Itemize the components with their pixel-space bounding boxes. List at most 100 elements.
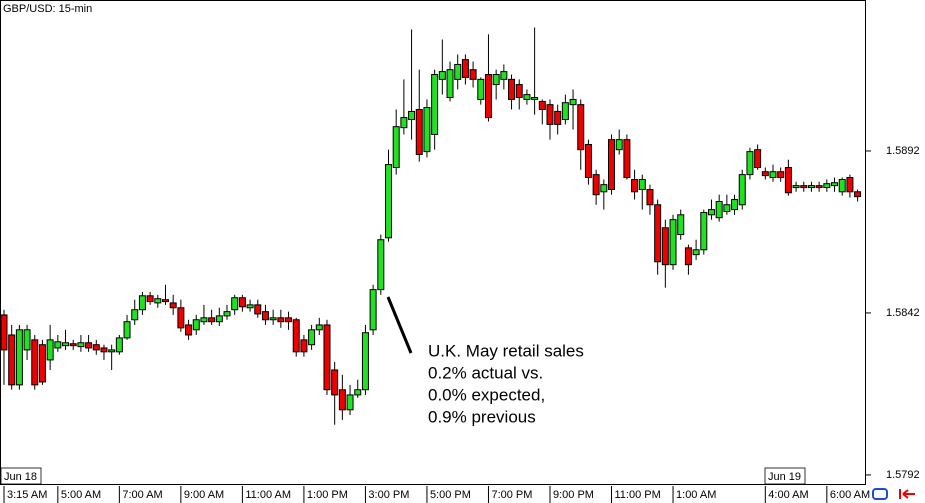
candle-body <box>715 201 723 219</box>
candle-body <box>85 342 93 349</box>
candle-body <box>285 317 293 323</box>
candle-body <box>246 304 254 309</box>
candle-body <box>154 298 162 304</box>
candle-body <box>746 151 754 176</box>
x-tick-label: 3:15 AM <box>7 489 47 501</box>
nav-icons <box>872 488 915 500</box>
candle-body <box>646 189 654 206</box>
candle-body <box>561 102 569 121</box>
candle-body <box>769 171 777 179</box>
candle-body <box>300 339 308 353</box>
candle-body <box>838 178 846 193</box>
candle-body <box>431 74 439 135</box>
candle-body <box>23 329 31 351</box>
candle-body <box>454 63 462 80</box>
x-tick-label: 9:00 AM <box>184 489 224 501</box>
candle-body <box>261 311 269 321</box>
candle-body <box>62 342 70 347</box>
candle-body <box>15 329 23 386</box>
candle-body <box>100 347 108 353</box>
candle-body <box>554 110 562 125</box>
date-label-box <box>764 467 806 485</box>
x-tick-label: 1:00 PM <box>307 489 348 501</box>
candle-body <box>638 178 646 191</box>
candle-body <box>731 199 739 211</box>
candle-body <box>569 98 577 106</box>
candle-body <box>231 297 239 311</box>
x-tick-label: 4:00 AM <box>768 489 808 501</box>
candle-body <box>146 295 154 303</box>
candle-body <box>777 171 785 179</box>
annotation-line: 0.9% previous <box>428 407 536 426</box>
x-tick-label: 5:00 PM <box>430 489 471 501</box>
candle-body <box>415 108 423 156</box>
candle-body <box>500 71 508 80</box>
candle-body <box>761 171 769 177</box>
candle-body <box>508 78 516 100</box>
candle-body <box>484 74 492 119</box>
candle-body <box>354 389 362 396</box>
candle-body <box>361 332 369 391</box>
candle-body <box>115 337 123 353</box>
candle-body <box>254 304 262 315</box>
candle-body <box>277 317 285 323</box>
candle-body <box>684 247 692 266</box>
candle-body <box>792 185 800 189</box>
candle-body <box>400 117 408 129</box>
candle-body <box>515 84 523 99</box>
candle-body <box>538 100 546 110</box>
candle-body <box>108 349 116 353</box>
candle-body <box>577 104 585 151</box>
candle-body <box>723 204 731 213</box>
candle-body <box>238 297 246 308</box>
candle-body <box>738 174 746 206</box>
x-tick-label: 6:00 AM <box>830 489 870 501</box>
candle-body <box>592 174 600 196</box>
candle-body <box>138 295 146 311</box>
x-tick-label: 11:00 PM <box>615 489 661 501</box>
candle-body <box>669 219 677 266</box>
candle-body <box>477 78 485 100</box>
candle-body <box>54 341 62 349</box>
candles <box>0 27 862 425</box>
candle-body <box>469 69 477 80</box>
candle-body <box>177 307 185 329</box>
candle-body <box>854 191 862 198</box>
candle-body <box>308 329 316 346</box>
candle-body <box>200 317 208 323</box>
candle-body <box>531 97 539 100</box>
candle-body <box>215 315 223 323</box>
candle-body <box>615 139 623 151</box>
candle-body <box>369 289 377 331</box>
candle-body <box>831 182 839 187</box>
candle-body <box>392 126 400 168</box>
y-tick-label: 1.5892 <box>886 145 920 157</box>
annotation-line: 0.2% actual vs. <box>428 363 543 382</box>
candle-body <box>92 344 100 351</box>
x-tick-label: 9:00 PM <box>553 489 594 501</box>
candle-body <box>185 324 193 336</box>
annotation-line: 0.0% expected, <box>428 385 545 404</box>
candle-body <box>69 343 77 347</box>
candle-body <box>800 185 808 189</box>
candle-body <box>169 302 177 309</box>
icon-scroll-end[interactable] <box>899 489 915 499</box>
candle-body <box>584 143 592 179</box>
x-tick-label: 7:00 AM <box>122 489 162 501</box>
candle-body <box>323 324 331 391</box>
candle-body <box>700 212 708 251</box>
candle-body <box>77 342 85 348</box>
candle-body <box>807 185 815 189</box>
annotation-pointer <box>386 296 413 354</box>
candle-body <box>623 139 631 179</box>
candle-body <box>438 71 446 80</box>
candle-body <box>846 177 854 193</box>
icon-link[interactable] <box>872 488 888 500</box>
x-tick-label: 1:00 AM <box>676 489 716 501</box>
chart-title: GBP/USD: 15-min <box>3 3 92 15</box>
title-box <box>1 1 99 17</box>
candle-body <box>707 209 715 216</box>
candle-body <box>269 317 277 321</box>
candle-body <box>408 110 416 121</box>
candle-body <box>223 311 231 317</box>
